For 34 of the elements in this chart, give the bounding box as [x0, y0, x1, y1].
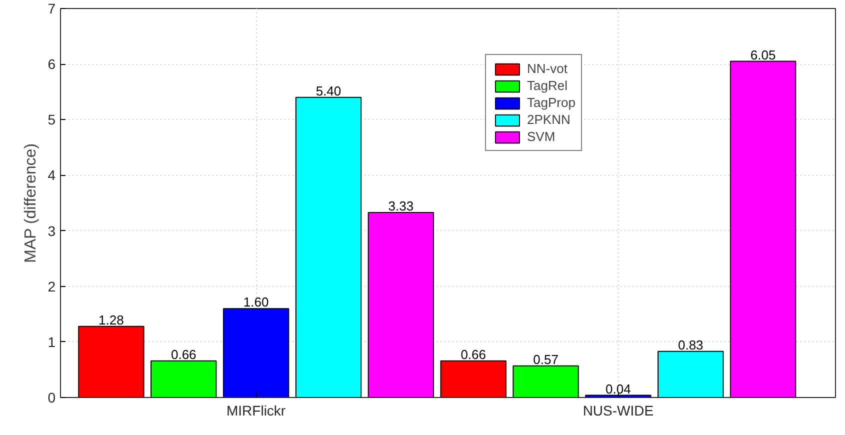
bar [150, 360, 217, 398]
data-label: 6.05 [750, 47, 776, 62]
y-tick-label: 3 [48, 222, 56, 239]
legend-label: NN-vot [527, 61, 568, 76]
data-label: 1.60 [243, 294, 269, 310]
legend-label: TagProp [527, 95, 576, 110]
y-tick-label: 5 [48, 112, 56, 128]
x-tick-label: NUS-WIDE [582, 402, 654, 418]
x-tick-label: MIRFlickr [226, 402, 286, 418]
data-label: 0.66 [170, 346, 196, 362]
legend-label: TagRel [527, 78, 568, 93]
y-tick-label: 0 [48, 390, 56, 406]
y-tick-label: 2 [48, 278, 56, 294]
data-label: 0.04 [606, 381, 631, 396]
y-tick-label: 4 [48, 167, 56, 184]
y-tick-label: 6 [48, 56, 56, 72]
data-label: 0.57 [533, 352, 558, 367]
data-label: 3.33 [388, 198, 414, 214]
bar [658, 350, 724, 398]
legend-label: 2PKNN [527, 112, 570, 127]
bar [368, 212, 434, 398]
data-label: 1.28 [98, 312, 124, 328]
bar [512, 365, 579, 398]
data-label: 5.40 [316, 83, 342, 98]
legend-label: SVM [527, 129, 556, 144]
bar [78, 326, 144, 398]
y-tick-label: 1 [48, 334, 56, 350]
bar [730, 60, 796, 398]
bar [295, 96, 362, 398]
data-label: 0.83 [678, 337, 704, 352]
y-tick-label: 7 [48, 0, 56, 16]
bar [440, 360, 506, 398]
y-axis-title: MAP (difference) [22, 143, 40, 263]
data-label: 0.66 [460, 346, 486, 362]
